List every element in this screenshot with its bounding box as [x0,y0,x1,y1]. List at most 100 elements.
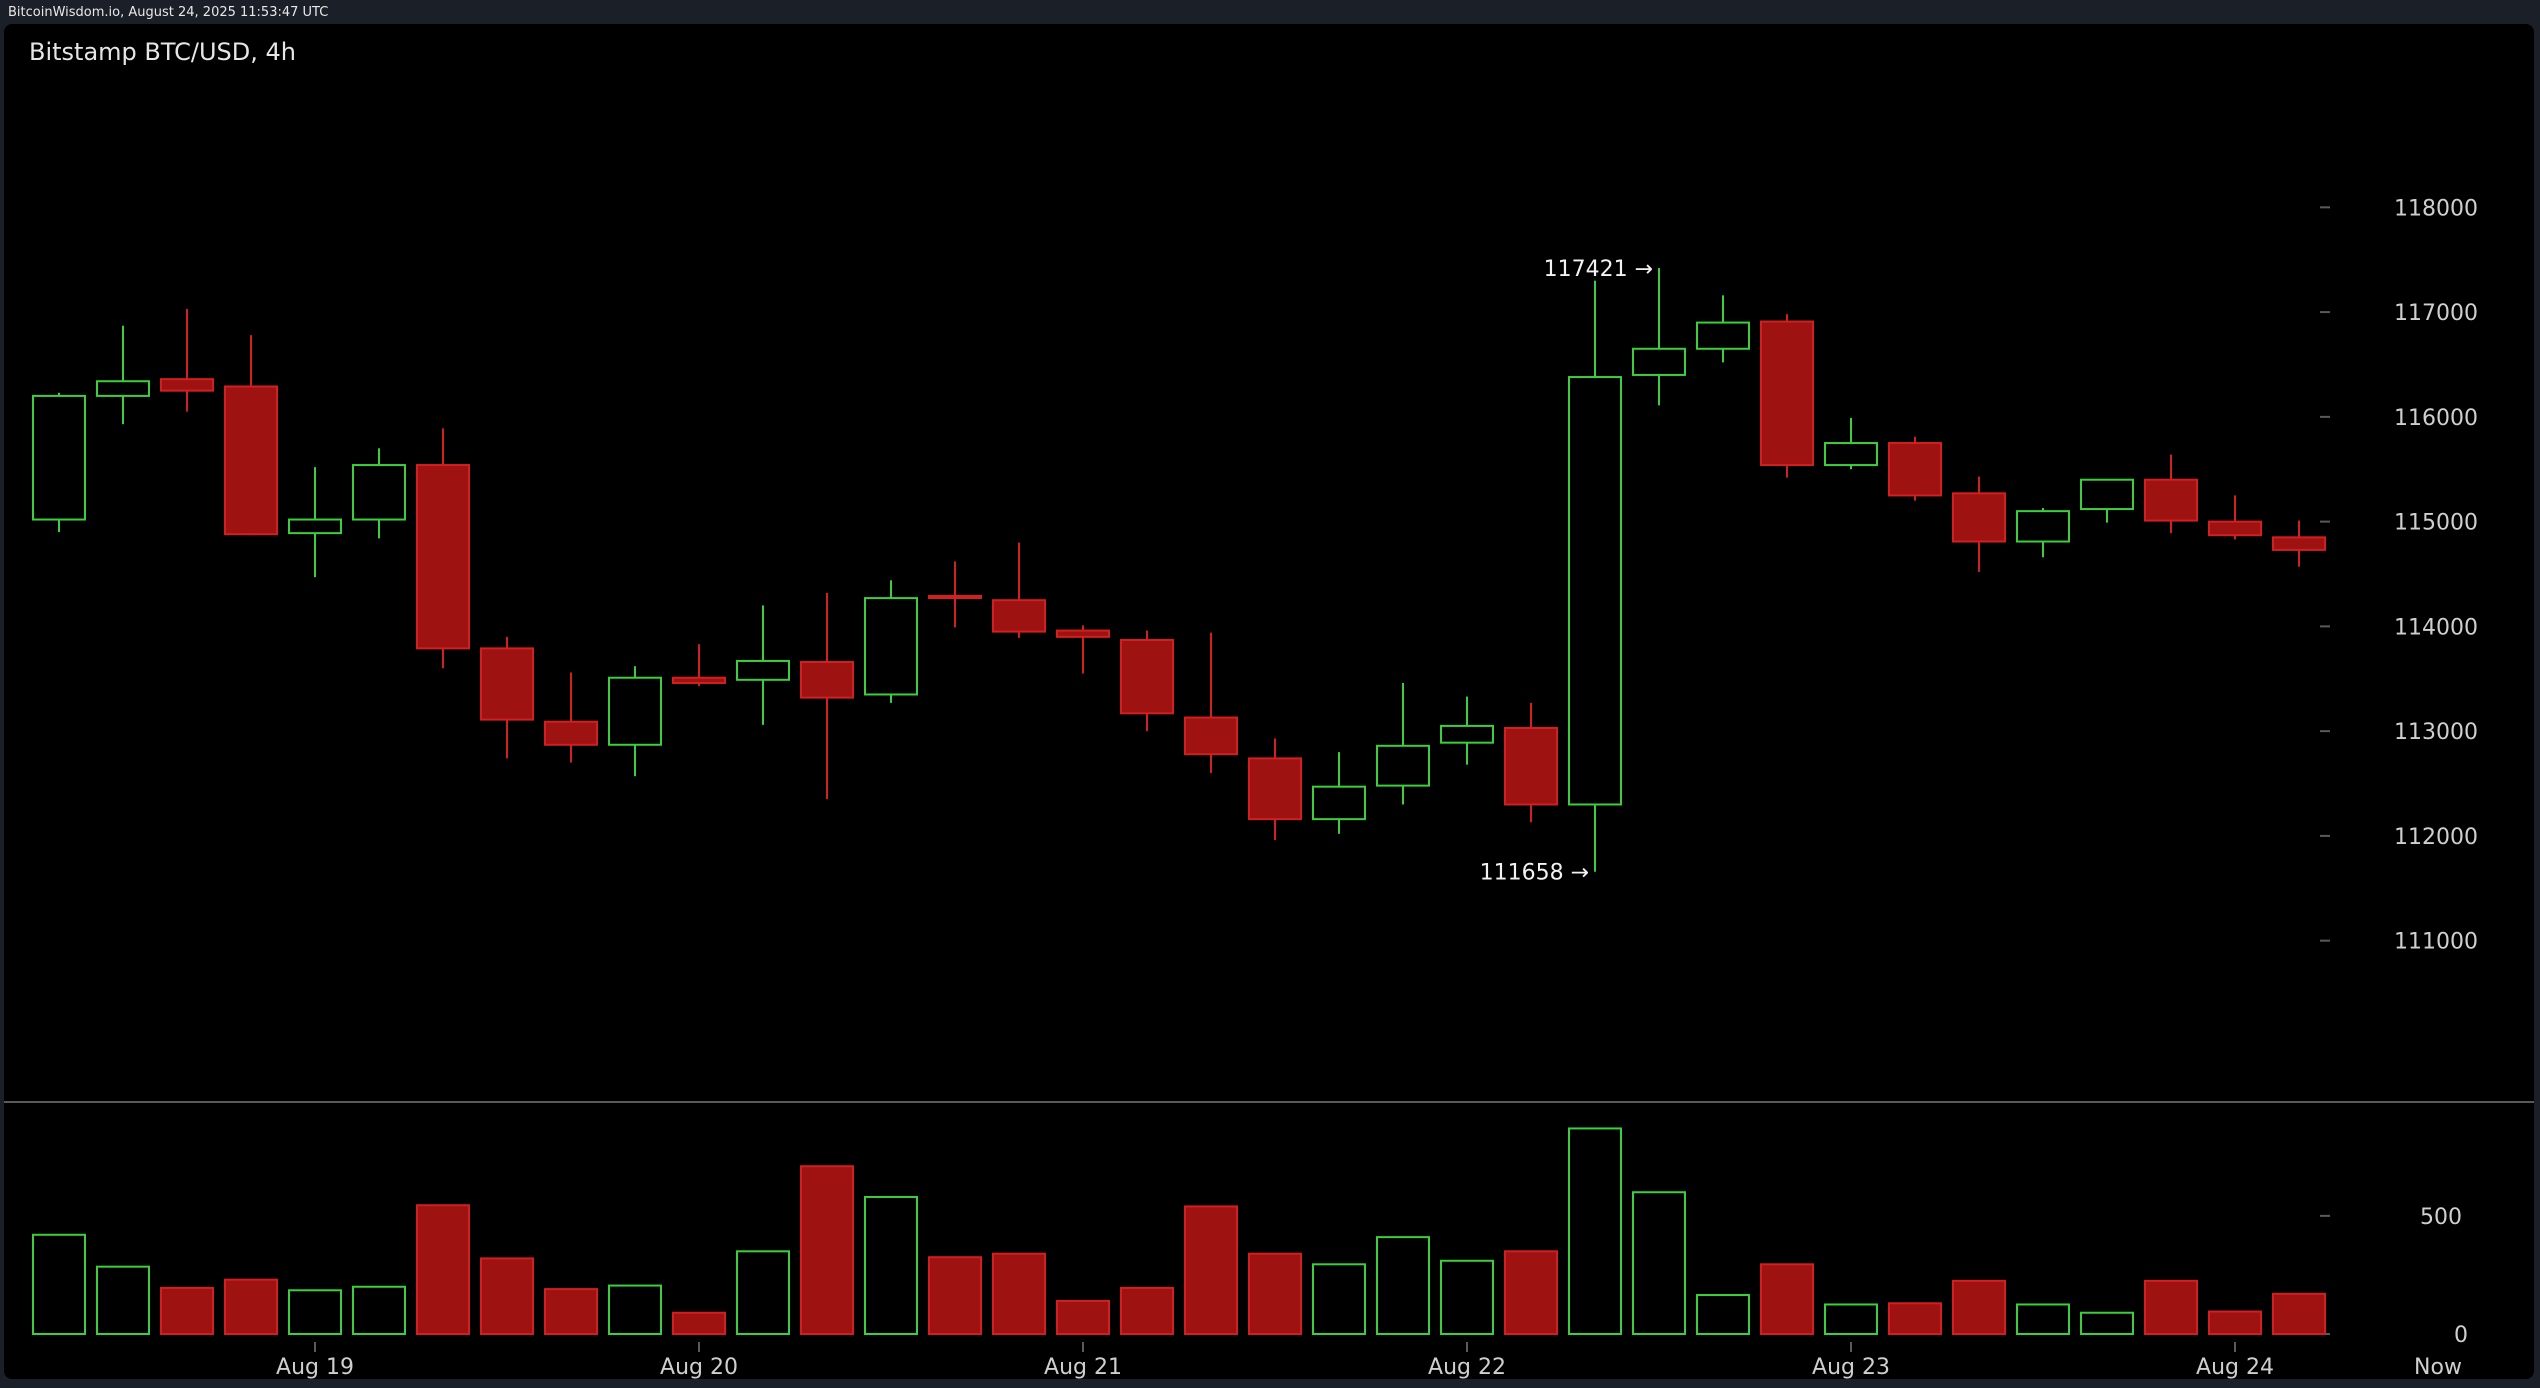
candle [1696,295,1750,363]
volume-bar [1184,1205,1238,1336]
candle [416,428,470,669]
candle-body [224,385,278,536]
candle-body [1888,442,1942,497]
candle-body [1568,376,1622,806]
candle-body [1376,744,1430,787]
candle [1312,752,1366,834]
price-tick-label: 117000 [2394,301,2478,326]
volume-axis: 0 500 [2320,1205,2468,1348]
candles [32,267,2326,872]
volume-bar [1696,1294,1750,1335]
candle-body [1696,321,1750,350]
volume-tick-label: 500 [2420,1205,2462,1230]
candle-body [1504,727,1558,806]
volume-bars [32,1127,2326,1336]
price-tick-label: 114000 [2394,615,2478,640]
candle [160,308,214,412]
candle [992,542,1046,638]
candle-body [416,464,470,650]
volume-bar [2016,1303,2070,1336]
candle [1952,476,2006,572]
price-annotation: 117421 → [1544,257,1653,282]
candle-body [160,378,214,392]
time-tick-label: Aug 22 [1428,1355,1506,1379]
candle-body [352,464,406,521]
candle-body [1760,320,1814,467]
candle-body [1952,492,2006,543]
candle [1824,417,1878,470]
time-tick-label: Aug 19 [276,1355,354,1379]
candle-body [1184,716,1238,756]
time-tick-label: Aug 21 [1044,1355,1122,1379]
candle [608,666,662,777]
volume-bar [864,1195,918,1336]
volume-bar [736,1250,790,1336]
candle [1376,682,1430,805]
volume-bar [1888,1302,1942,1336]
price-tick-label: 113000 [2394,720,2478,745]
volume-bar [1312,1263,1366,1336]
volume-bar [800,1165,854,1336]
candle [2016,508,2070,558]
candle [544,672,598,763]
candle-body [672,676,726,684]
candle-body [2272,536,2326,551]
candle-body [608,676,662,746]
volume-bar [1504,1250,1558,1336]
candle [1632,267,1686,406]
chart-panel: Bitstamp BTC/USD, 4h 111000 112000 113000 1… [4,24,2534,1379]
candle [1504,702,1558,823]
candle [2144,454,2198,534]
candle [1248,738,1302,841]
candle-body [2208,520,2262,537]
candle-body [1440,724,1494,744]
candle [864,580,918,703]
candle [1568,280,1622,872]
volume-bar [1632,1191,1686,1335]
time-tick-label: Aug 20 [660,1355,738,1379]
volume-bar [1824,1303,1878,1336]
volume-bar [2208,1310,2262,1335]
price-tick-label: 111000 [2394,930,2478,955]
candle [1120,630,1174,732]
chart-title: Bitstamp BTC/USD, 4h [29,38,296,66]
volume-bar [992,1252,1046,1335]
header-source-timestamp: BitcoinWisdom.io, August 24, 2025 11:53:… [8,5,329,20]
volume-bar [2272,1292,2326,1336]
volume-bar [928,1256,982,1335]
candle-body [32,394,86,521]
time-axis: Aug 19 Aug 20 Aug 21 Aug 22 Aug 23 Aug 24 Now [276,1342,2462,1379]
volume-bar [1056,1299,1110,1336]
candle [672,644,726,687]
volume-bar [32,1233,86,1336]
candle [1760,314,1814,478]
candle-body [1120,639,1174,715]
time-tick-label: Aug 23 [1812,1355,1890,1379]
candle [1888,436,1942,501]
candle-body [736,659,790,681]
candle-body [2080,478,2134,511]
volume-bar [224,1278,278,1335]
volume-bar [416,1204,470,1335]
candle-body [800,661,854,699]
candle-body [288,518,342,535]
volume-bar [1952,1279,2006,1336]
candle [928,561,982,628]
volume-bar [1440,1259,1494,1336]
volume-bar [2080,1311,2134,1335]
volume-bar [608,1284,662,1335]
volume-bar [544,1288,598,1335]
candle-body [2016,510,2070,543]
candle [1440,696,1494,765]
volume-bar [672,1311,726,1335]
candle-body [1824,442,1878,467]
candle [736,605,790,725]
candle-body [2144,478,2198,522]
candlestick-chart: Bitstamp BTC/USD, 4h 1110001120001130001… [4,38,2534,1379]
candle [480,636,534,759]
candle-body [544,720,598,746]
candle-body [480,647,534,721]
candle [2080,478,2134,523]
volume-bar [96,1265,150,1335]
